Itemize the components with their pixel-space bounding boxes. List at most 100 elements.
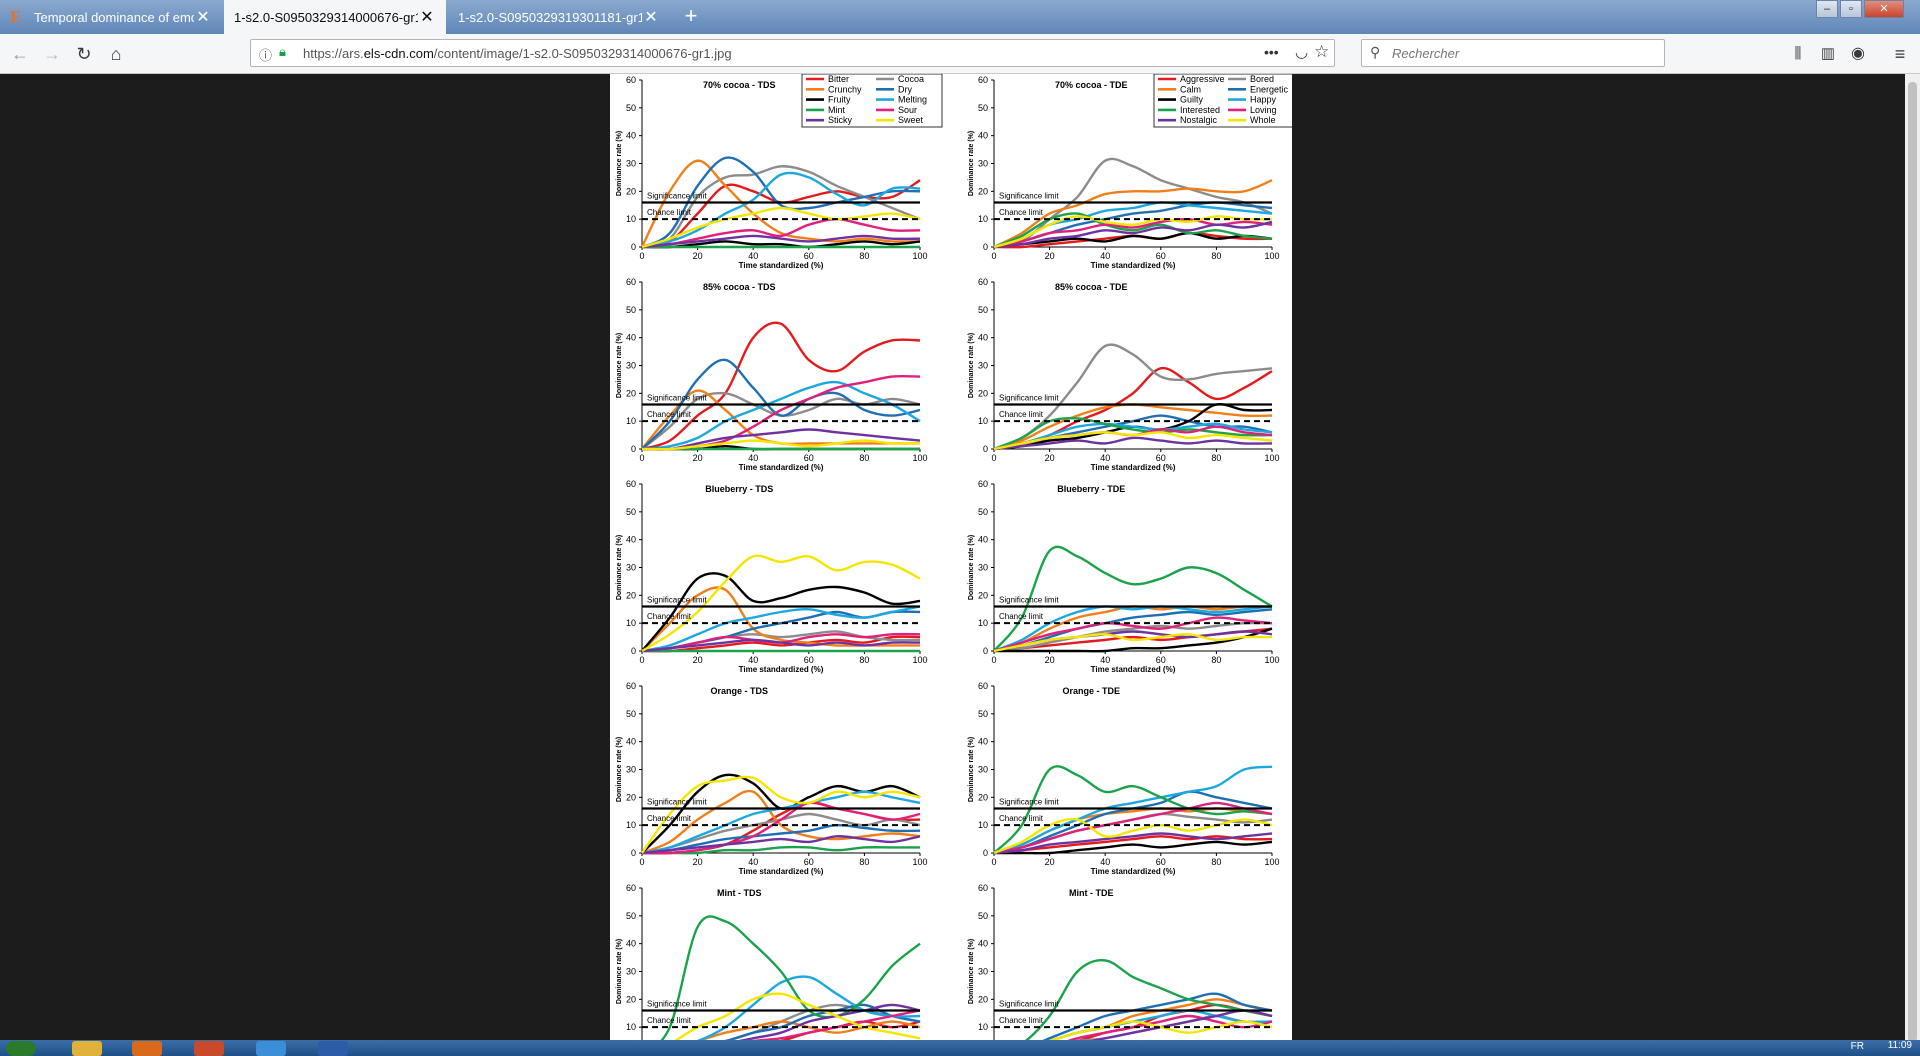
series-line: [993, 801, 1273, 855]
tab-temporal-dominance[interactable]: E Temporal dominance of emoti ✕: [0, 0, 222, 34]
series-line: [1049, 998, 1273, 1040]
language-indicator[interactable]: FR: [1850, 1041, 1864, 1052]
y-tick-label: 30: [626, 563, 636, 573]
start-icon[interactable]: [6, 1041, 36, 1056]
minimize-button[interactable]: –: [1816, 0, 1838, 18]
series-line: [641, 218, 921, 249]
y-axis-label: Dominance rate (%): [616, 939, 623, 1004]
x-tick-label: 0: [639, 655, 644, 665]
y-axis-label: Dominance rate (%): [968, 535, 975, 600]
url-bar[interactable]: ⓘ 🔒︎ https://ars.els-cdn.com/content/ima…: [250, 39, 1335, 67]
x-tick-label: 0: [639, 453, 644, 463]
y-tick-label: 20: [978, 590, 988, 600]
forward-icon[interactable]: →: [43, 44, 61, 64]
y-tick-label: 50: [626, 507, 636, 517]
x-tick-label: 0: [639, 251, 644, 261]
sidebar-icon[interactable]: ▥: [1820, 45, 1836, 62]
y-tick-label: 60: [626, 883, 636, 893]
chance-limit-label: Chance limit: [647, 410, 692, 419]
y-tick-label: 20: [626, 388, 636, 398]
vertical-scrollbar[interactable]: [1905, 74, 1920, 1042]
x-tick-label: 0: [991, 251, 996, 261]
search-bar[interactable]: ⚲ Rechercher: [1361, 39, 1665, 67]
x-tick-label: 20: [1045, 857, 1055, 867]
y-tick-label: 30: [978, 361, 988, 371]
firefox-icon[interactable]: [256, 1041, 286, 1056]
search-icon: ⚲: [1370, 44, 1381, 60]
series-line: [724, 1003, 921, 1040]
reload-icon[interactable]: ↻: [76, 44, 92, 64]
y-tick-label: 20: [978, 994, 988, 1004]
series-line: [1049, 1020, 1273, 1040]
series-line: [993, 416, 1273, 451]
powerpoint-icon[interactable]: [194, 1041, 224, 1056]
close-window-button[interactable]: ✕: [1864, 0, 1904, 18]
series-line: [994, 627, 1273, 653]
close-icon[interactable]: ✕: [420, 9, 434, 26]
series-line: [994, 840, 1273, 855]
tab-gr1-lrg[interactable]: 1-s2.0-S0950329319301181-gr1_lrg.j ✕: [448, 0, 670, 34]
legend-label: Dry: [898, 84, 912, 94]
y-tick-label: 40: [978, 535, 988, 545]
bookmark-star-icon[interactable]: ☆: [1314, 42, 1330, 61]
chart-panel: 0 10 20 30 40 50 60 0 20 40 60 80 100 Time standardiz…: [968, 479, 1280, 674]
tab-title: 1-s2.0-S0950329314000676-gr1.jpg: [234, 9, 418, 25]
lock-icon: 🔒︎: [279, 44, 286, 59]
x-tick-label: 20: [1045, 655, 1055, 665]
account-icon[interactable]: ◉: [1851, 45, 1865, 62]
series-line: [993, 157, 1273, 249]
chart-title: Orange - TDS: [711, 686, 769, 696]
series-line: [993, 545, 1273, 652]
y-tick-label: 50: [626, 305, 636, 315]
library-icon[interactable]: ⫼: [1794, 45, 1802, 62]
x-tick-label: 80: [1211, 251, 1221, 261]
y-tick-label: 30: [626, 967, 636, 977]
page-actions-icon[interactable]: •••: [1264, 44, 1279, 60]
y-tick-label: 30: [978, 563, 988, 573]
maximize-button[interactable]: ▫: [1840, 0, 1862, 18]
y-tick-label: 10: [626, 820, 636, 830]
figure-image: 0 10 20 30 40 50 60 0 20 40 60 80 100 Time standardiz…: [610, 74, 1295, 1040]
office-icon[interactable]: [132, 1041, 162, 1056]
y-tick-label: 40: [978, 737, 988, 747]
home-icon[interactable]: ⌂: [110, 44, 122, 64]
significance-limit-label: Significance limit: [999, 999, 1059, 1008]
series-line: [641, 801, 921, 855]
url-domain: els-cdn.com: [363, 46, 434, 61]
x-tick-label: 0: [991, 655, 996, 665]
title-bar: E Temporal dominance of emoti ✕ 1-s2.0-S…: [0, 0, 1920, 34]
chart-title: Mint - TDS: [717, 888, 762, 898]
series-line: [993, 817, 1273, 855]
chance-limit-label: Chance limit: [999, 814, 1044, 823]
clock: 11:09: [1887, 1040, 1912, 1051]
legend-label: Interested: [1180, 105, 1220, 115]
legend-label: Fruity: [828, 95, 851, 105]
x-tick-label: 60: [1156, 857, 1166, 867]
significance-limit-label: Significance limit: [999, 595, 1059, 604]
tab-gr1-image[interactable]: 1-s2.0-S0950329314000676-gr1.jpg ✕: [224, 0, 446, 34]
series-line: [1025, 959, 1273, 1040]
close-icon[interactable]: ✕: [196, 9, 210, 26]
y-tick-label: 60: [626, 75, 636, 85]
explorer-icon[interactable]: [72, 1041, 102, 1056]
scrollbar-thumb[interactable]: [1908, 82, 1917, 1042]
series-line: [993, 220, 1273, 249]
menu-icon[interactable]: ≡: [1894, 44, 1906, 64]
y-tick-label: 50: [626, 103, 636, 113]
info-icon[interactable]: ⓘ: [259, 48, 273, 63]
x-axis-label: Time standardized (%): [1091, 463, 1176, 472]
y-tick-label: 10: [978, 214, 988, 224]
x-tick-label: 20: [693, 251, 703, 261]
y-tick-label: 0: [631, 646, 636, 656]
legend-label: Aggressive: [1180, 74, 1225, 84]
word-icon[interactable]: [318, 1041, 348, 1056]
new-tab-button[interactable]: +: [684, 3, 698, 28]
x-tick-label: 80: [859, 857, 869, 867]
x-tick-label: 0: [991, 857, 996, 867]
pocket-icon[interactable]: ◡: [1295, 44, 1309, 61]
x-axis-label: Time standardized (%): [739, 665, 824, 674]
y-tick-label: 60: [978, 277, 988, 287]
close-icon[interactable]: ✕: [644, 9, 658, 26]
back-icon[interactable]: ←: [11, 44, 29, 64]
